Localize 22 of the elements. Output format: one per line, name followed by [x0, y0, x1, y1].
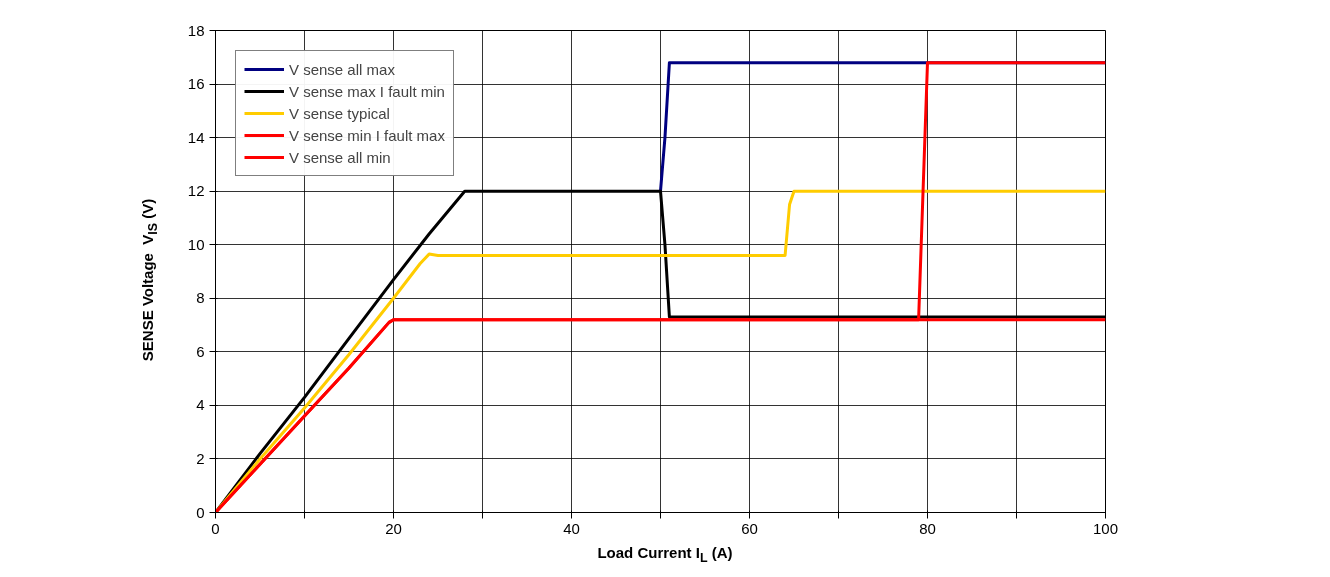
y-tick-label: 14 [187, 128, 205, 146]
y-tick-label: 6 [196, 342, 205, 360]
x-tick-label: 80 [919, 519, 936, 537]
y-tick-label: 18 [187, 21, 205, 39]
y-tick-label: 12 [187, 182, 205, 200]
legend-label: V sense all min [289, 148, 391, 166]
x-tick-label: 20 [385, 519, 402, 537]
y-tick-label: 2 [196, 449, 205, 467]
x-tick-label: 0 [211, 519, 220, 537]
legend-label: V sense typical [289, 104, 390, 122]
legend-label: V sense min I fault max [289, 126, 445, 144]
y-tick-label: 16 [187, 75, 205, 93]
y-tick-label: 8 [196, 289, 205, 307]
x-axis-title: Load Current I$_{L}$ (A) [596, 543, 734, 567]
y-tick-label: 10 [187, 235, 205, 253]
legend-label: V sense all max [289, 60, 395, 78]
x-tick-label: 60 [741, 519, 758, 537]
x-tick-label: 40 [563, 519, 580, 537]
legend-label: V sense max I fault min [289, 82, 445, 100]
x-tick-label: 100 [1092, 519, 1119, 537]
y-tick-label: 4 [196, 396, 205, 414]
y-tick-label: 0 [196, 503, 205, 521]
